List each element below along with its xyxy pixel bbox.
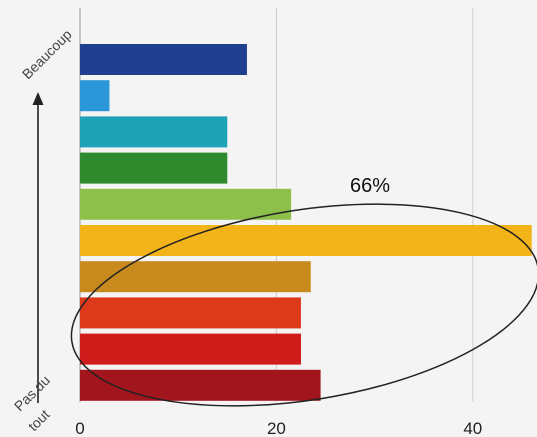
highlight-ellipse — [70, 203, 537, 407]
bar — [80, 297, 301, 329]
bar — [80, 225, 532, 256]
bar — [80, 188, 292, 220]
bar — [80, 333, 301, 365]
x-tick-label: 40 — [463, 419, 482, 437]
x-tick-label: 20 — [267, 419, 286, 437]
bar — [80, 80, 110, 112]
x-tick-labels: 0 20 40 — [75, 419, 482, 437]
x-tick-label: 0 — [75, 419, 84, 437]
scale-arrow — [32, 92, 44, 403]
bars — [80, 44, 532, 401]
bar — [80, 152, 228, 184]
bar — [80, 44, 247, 75]
bar — [80, 369, 321, 401]
bottom-scale-label-line2: tout — [25, 406, 53, 434]
bottom-scale-label-line1: Pas du — [11, 372, 53, 414]
bar — [80, 116, 228, 148]
top-scale-label: Beaucoup — [19, 26, 75, 82]
annotation-label: 66% — [350, 175, 390, 197]
bar — [80, 261, 311, 293]
